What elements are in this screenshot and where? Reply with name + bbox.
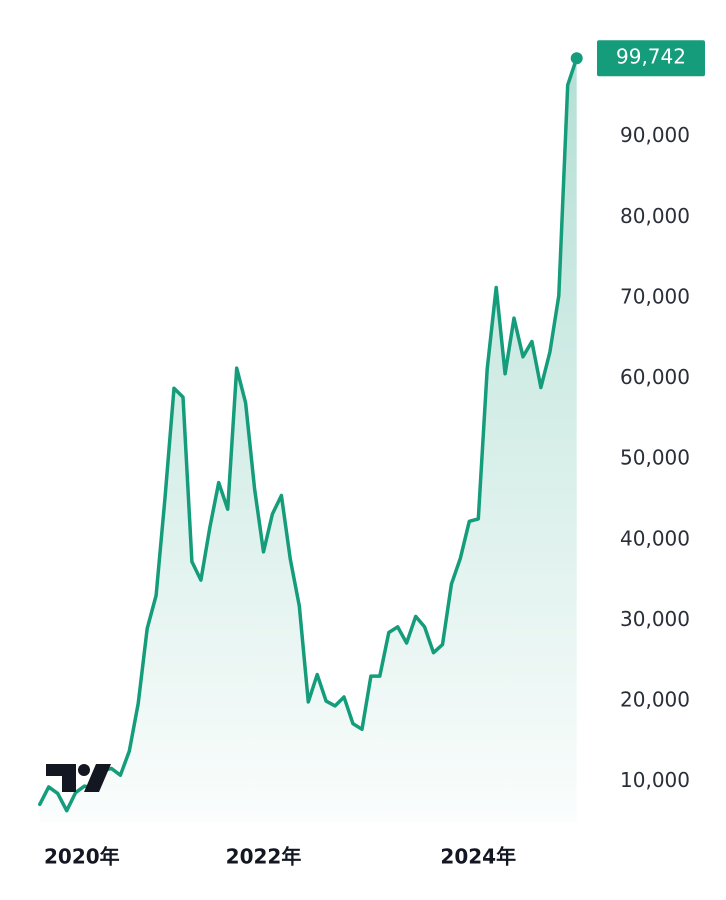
price-tag-label: 99,742 <box>616 45 686 69</box>
y-tick-label: 20,000 <box>620 688 690 712</box>
y-tick-label: 40,000 <box>620 526 690 550</box>
plot-area <box>38 52 583 822</box>
x-tick-label: 2022年 <box>226 845 302 869</box>
y-tick-label: 60,000 <box>620 365 690 389</box>
last-point <box>570 52 583 65</box>
price-tag <box>597 40 705 77</box>
y-tick-label: 10,000 <box>620 768 690 792</box>
y-tick-label: 30,000 <box>620 607 690 631</box>
y-tick-label: 50,000 <box>620 446 690 470</box>
logo <box>46 764 111 792</box>
x-tick-label: 2024年 <box>440 845 516 869</box>
area <box>39 58 577 822</box>
y-tick-label: 70,000 <box>620 284 690 308</box>
line <box>38 56 579 813</box>
y-tick-label: 80,000 <box>620 204 690 228</box>
x-tick-label: 2020年 <box>44 845 120 869</box>
y-tick-label: 90,000 <box>620 123 690 147</box>
